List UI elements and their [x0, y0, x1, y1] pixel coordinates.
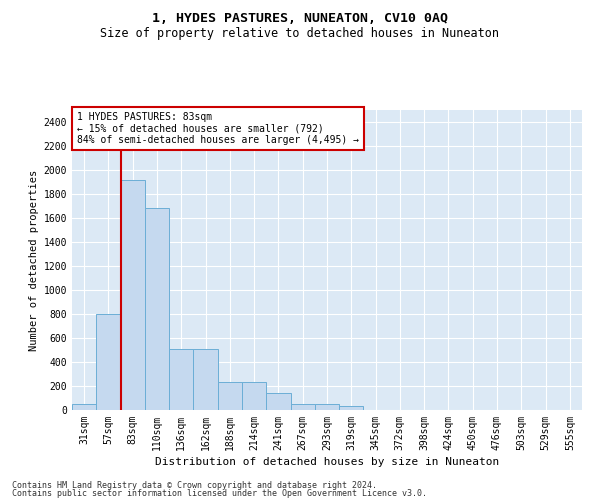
Bar: [315, 404, 339, 410]
Text: 1, HYDES PASTURES, NUNEATON, CV10 0AQ: 1, HYDES PASTURES, NUNEATON, CV10 0AQ: [152, 12, 448, 26]
Bar: [96, 314, 121, 410]
Text: Size of property relative to detached houses in Nuneaton: Size of property relative to detached ho…: [101, 28, 499, 40]
Bar: [339, 406, 364, 410]
X-axis label: Distribution of detached houses by size in Nuneaton: Distribution of detached houses by size …: [155, 457, 499, 467]
Bar: [218, 382, 242, 410]
Bar: [169, 349, 193, 410]
Text: Contains public sector information licensed under the Open Government Licence v3: Contains public sector information licen…: [12, 489, 427, 498]
Bar: [290, 404, 315, 410]
Bar: [72, 404, 96, 410]
Bar: [121, 180, 145, 410]
Text: 1 HYDES PASTURES: 83sqm
← 15% of detached houses are smaller (792)
84% of semi-d: 1 HYDES PASTURES: 83sqm ← 15% of detache…: [77, 112, 359, 144]
Text: Contains HM Land Registry data © Crown copyright and database right 2024.: Contains HM Land Registry data © Crown c…: [12, 480, 377, 490]
Bar: [266, 392, 290, 410]
Bar: [193, 349, 218, 410]
Bar: [145, 208, 169, 410]
Y-axis label: Number of detached properties: Number of detached properties: [29, 170, 40, 350]
Bar: [242, 382, 266, 410]
